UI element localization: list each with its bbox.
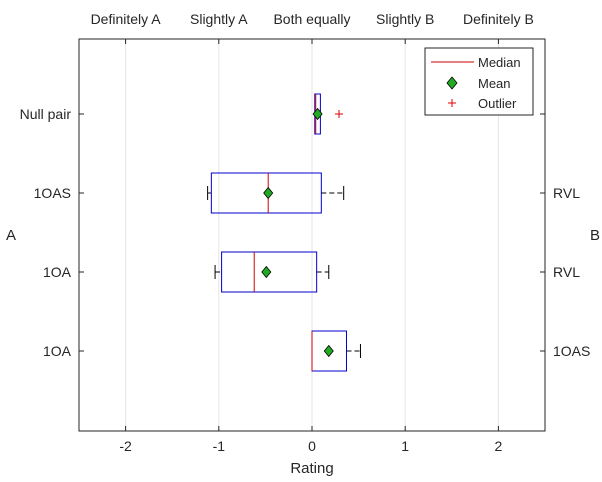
top-tick-label: Slightly A	[190, 11, 248, 27]
x-axis-label: Rating	[290, 460, 333, 477]
left-axis-label: A	[6, 227, 16, 244]
y-label-a: 1OA	[43, 343, 72, 359]
mean-marker	[263, 186, 274, 200]
legend-label: Mean	[478, 76, 511, 91]
y-label-b: RVL	[553, 185, 580, 201]
y-label-b: RVL	[553, 264, 580, 280]
x-tick-label: 1	[401, 438, 409, 454]
y-label-a: 1OAS	[34, 185, 71, 201]
legend: Median Mean Outlier	[424, 47, 534, 116]
outlier-marker	[335, 110, 344, 118]
top-tick-label: Both equally	[273, 11, 350, 27]
box	[221, 251, 318, 293]
y-label-a: 1OA	[43, 264, 72, 280]
legend-outlier-swatch	[448, 99, 456, 107]
y-label-b: 1OAS	[553, 343, 590, 359]
mean-marker	[312, 107, 323, 121]
y-label-a: Null pair	[20, 106, 72, 122]
x-tick-label: -1	[213, 438, 226, 454]
box	[210, 172, 322, 214]
top-tick-label: Slightly B	[376, 11, 434, 27]
mean-marker	[323, 344, 334, 358]
legend-mean-swatch	[446, 76, 458, 90]
legend-label: Outlier	[478, 96, 517, 111]
top-tick-label: Definitely B	[463, 11, 534, 27]
x-tick-label: 0	[308, 438, 316, 454]
x-tick-label: 2	[495, 438, 503, 454]
legend-label: Median	[478, 55, 521, 70]
legend-box	[424, 47, 534, 116]
mean-marker	[261, 265, 272, 279]
top-tick-label: Definitely A	[91, 11, 162, 27]
right-axis-label: B	[590, 227, 600, 244]
x-tick-label: -2	[119, 438, 132, 454]
